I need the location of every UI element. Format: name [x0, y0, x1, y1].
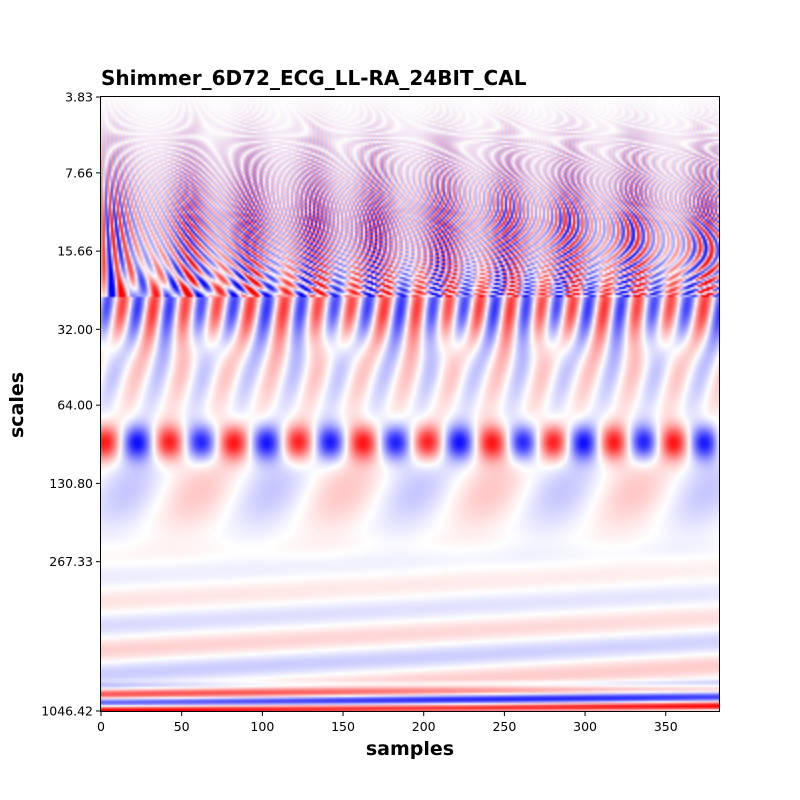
y-tick-label: 130.80 — [49, 476, 93, 491]
y-tick-label: 1046.42 — [41, 704, 93, 719]
y-tick-label: 267.33 — [49, 554, 93, 569]
plot-area — [101, 97, 719, 711]
x-tick-label: 200 — [412, 719, 436, 734]
x-axis-label: samples — [365, 738, 455, 760]
y-tick-label: 32.00 — [57, 322, 93, 337]
x-axis: 0 50 100 150 200 250 300 350 — [97, 711, 678, 734]
x-tick-label: 100 — [250, 719, 274, 734]
y-axis-label: scales — [6, 371, 28, 439]
x-tick-label: 50 — [174, 719, 190, 734]
y-tick-label: 3.83 — [65, 90, 93, 105]
x-tick-label: 150 — [331, 719, 355, 734]
x-tick-label: 250 — [492, 719, 516, 734]
x-tick-label: 0 — [97, 719, 105, 734]
y-tick-label: 15.66 — [57, 244, 93, 259]
plot-frame — [100, 96, 720, 712]
y-tick-label: 64.00 — [57, 398, 93, 413]
x-tick-label: 300 — [573, 719, 597, 734]
y-axis: 3.83 7.66 15.66 32.00 64.00 130.80 267.33 1046.… — [41, 90, 101, 719]
heatmap-image — [101, 97, 719, 711]
chart-title: Shimmer_6D72_ECG_LL-RA_24BIT_CAL — [101, 66, 527, 90]
x-tick-label: 350 — [654, 719, 678, 734]
y-tick-label: 7.66 — [65, 165, 93, 180]
